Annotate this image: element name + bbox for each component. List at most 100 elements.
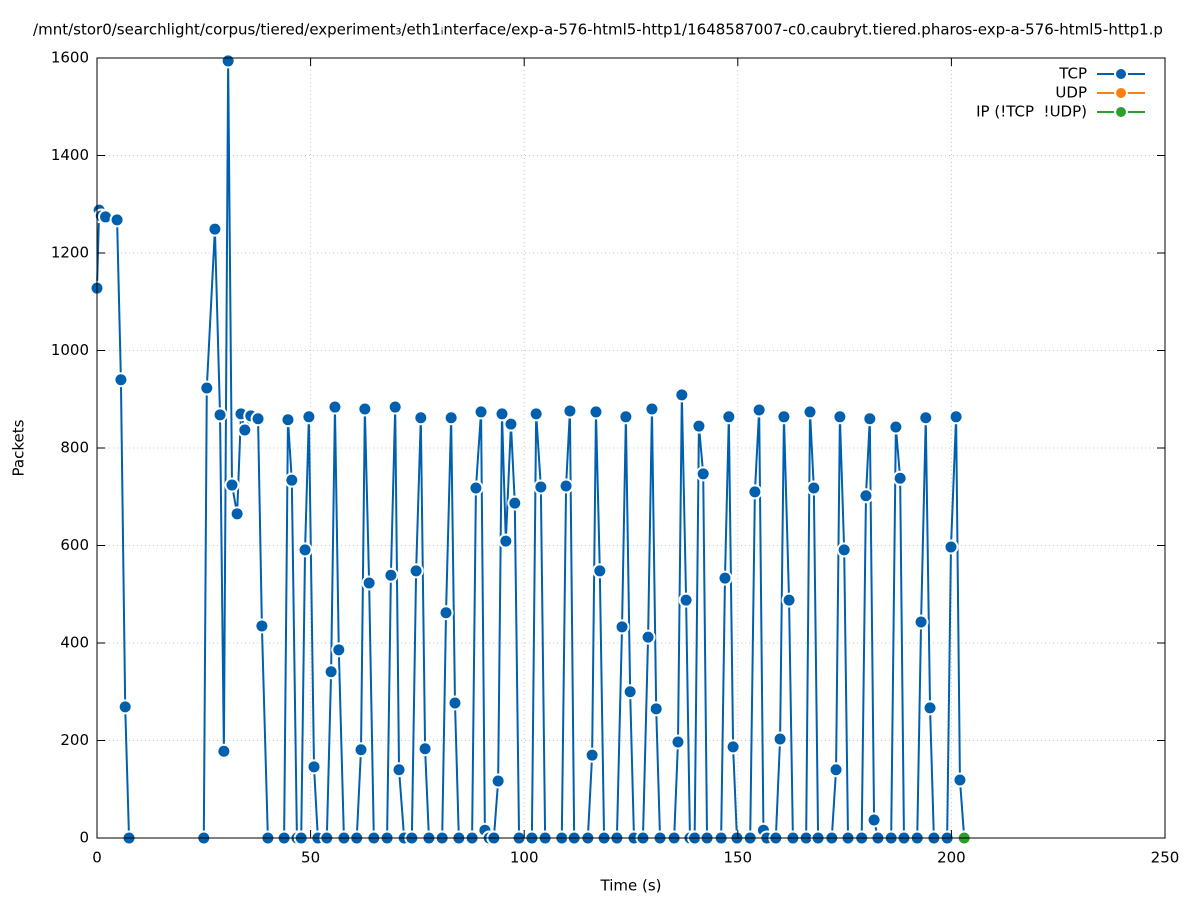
y-tick-label: 1000: [51, 341, 89, 359]
x-axis-label: Time (s): [600, 877, 662, 895]
y-tick-label: 800: [60, 439, 89, 457]
data-point: [224, 477, 240, 493]
data-point: [806, 480, 822, 496]
data-point: [913, 614, 929, 630]
data-point: [391, 762, 407, 778]
x-tick-label: 0: [92, 849, 102, 867]
data-point: [832, 409, 848, 425]
y-tick-label: 1400: [51, 146, 89, 164]
x-tick-label: 150: [723, 849, 752, 867]
data-point: [353, 742, 369, 758]
data-point: [447, 695, 463, 711]
data-point: [618, 409, 634, 425]
data-point: [648, 701, 664, 717]
data-point: [614, 619, 630, 635]
data-point: [747, 484, 763, 500]
y-tick-label: 400: [60, 634, 89, 652]
data-point: [781, 592, 797, 608]
data-point: [640, 629, 656, 645]
data-point: [357, 401, 373, 417]
data-point: [918, 410, 934, 426]
data-point: [644, 401, 660, 417]
data-point: [862, 411, 878, 427]
data-point: [922, 700, 938, 716]
data-point: [674, 387, 690, 403]
data-point: [237, 422, 253, 438]
data-point: [220, 53, 236, 69]
data-point: [588, 404, 604, 420]
x-tick-label: 100: [510, 849, 539, 867]
data-point: [301, 409, 317, 425]
axes: 0 200 400 600 800 1000 1200 1400 1600 0 50 100 150 20…: [51, 49, 1180, 867]
legend-marker: [1114, 67, 1128, 81]
data-point: [207, 221, 223, 237]
data-point: [858, 488, 874, 504]
data-point: [562, 403, 578, 419]
legend-label: IP (!TCP !UDP): [976, 103, 1087, 121]
data-point: [691, 418, 707, 434]
data-point: [888, 419, 904, 435]
data-point: [117, 699, 133, 715]
data-point: [498, 533, 514, 549]
data-point: [751, 402, 767, 418]
data-point: [584, 747, 600, 763]
data-point: [212, 407, 228, 423]
data-point: [836, 542, 852, 558]
data-point: [670, 734, 686, 750]
data-point: [533, 479, 549, 495]
series-line: [96, 60, 966, 839]
legend-label: TCP: [1058, 65, 1087, 83]
data-point: [297, 542, 313, 558]
legend-label: UDP: [1055, 84, 1087, 102]
data-point: [408, 563, 424, 579]
y-tick-label: 600: [60, 536, 89, 554]
y-tick-label: 200: [60, 731, 89, 749]
data-point: [280, 412, 296, 428]
data-point: [717, 570, 733, 586]
data-point: [383, 567, 399, 583]
x-tick-label: 50: [301, 849, 320, 867]
x-tick-label: 250: [1151, 849, 1180, 867]
data-point: [776, 409, 792, 425]
data-point: [361, 575, 377, 591]
data-point: [468, 480, 484, 496]
plot-area: [90, 53, 972, 846]
data-point: [331, 642, 347, 658]
data-point: [678, 592, 694, 608]
data-point: [109, 212, 125, 228]
data-point: [113, 372, 129, 388]
legend-marker: [1114, 105, 1128, 119]
data-point: [254, 618, 270, 634]
data-point: [494, 406, 510, 422]
legend-marker: [1114, 86, 1128, 100]
data-point: [952, 772, 968, 788]
data-point: [323, 664, 339, 680]
data-point: [473, 404, 489, 420]
data-point: [866, 812, 882, 828]
data-point: [695, 466, 711, 482]
data-point: [772, 731, 788, 747]
data-point: [802, 404, 818, 420]
y-tick-label: 1200: [51, 244, 89, 262]
data-point: [558, 478, 574, 494]
data-point: [306, 759, 322, 775]
y-tick-label: 1600: [51, 49, 89, 67]
chart-title: /mnt/stor0/searchlight/corpus/tiered/exp…: [33, 21, 1163, 39]
data-point: [507, 495, 523, 511]
data-point: [490, 773, 506, 789]
data-point: [721, 409, 737, 425]
data-point: [327, 399, 343, 415]
data-point: [216, 743, 232, 759]
y-tick-label: 0: [79, 829, 89, 847]
data-point: [229, 506, 245, 522]
data-point: [250, 411, 266, 427]
data-point: [622, 684, 638, 700]
data-point: [828, 762, 844, 778]
x-tick-label: 200: [937, 849, 966, 867]
data-point: [199, 380, 215, 396]
data-point: [503, 416, 519, 432]
data-point: [725, 739, 741, 755]
data-point: [943, 539, 959, 555]
